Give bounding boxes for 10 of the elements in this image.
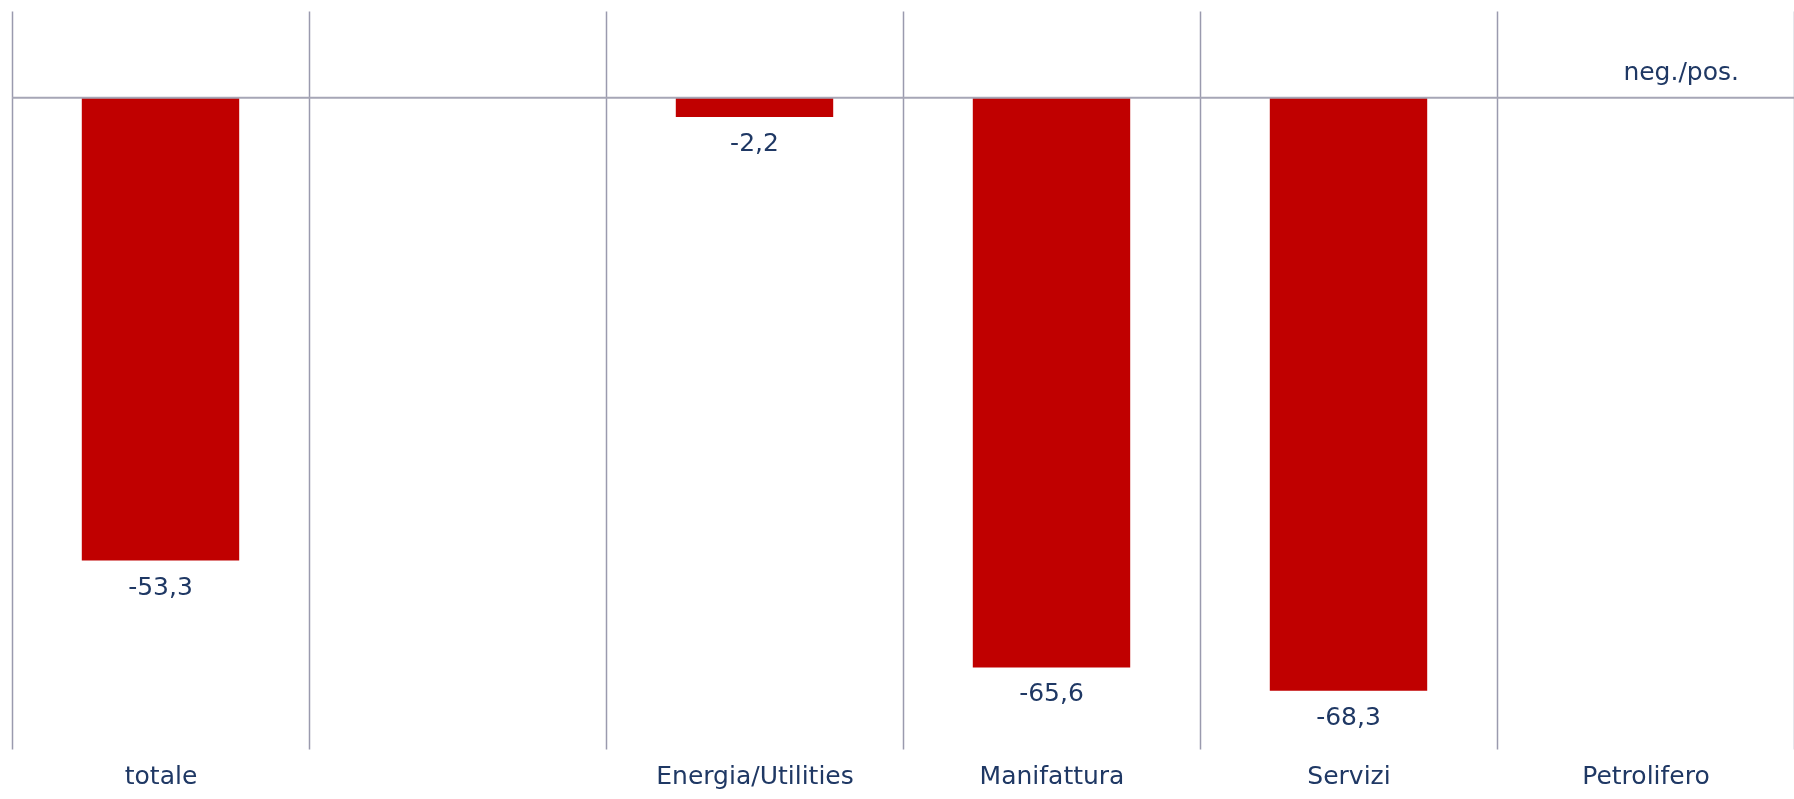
x-tick-label: Energia/Utilities	[656, 760, 854, 790]
data-label: -2,2	[730, 127, 779, 157]
x-tick-label: Manifattura	[979, 760, 1125, 790]
x-tick-label: totale	[124, 760, 198, 790]
x-tick-label: Petrolifero	[1582, 760, 1710, 790]
data-label: -65,6	[1019, 678, 1084, 708]
x-tick-label: Servizi	[1307, 760, 1391, 790]
data-label: -53,3	[128, 571, 193, 601]
data-label: -68,3	[1316, 701, 1381, 731]
annotation: neg./pos.	[1623, 57, 1739, 86]
